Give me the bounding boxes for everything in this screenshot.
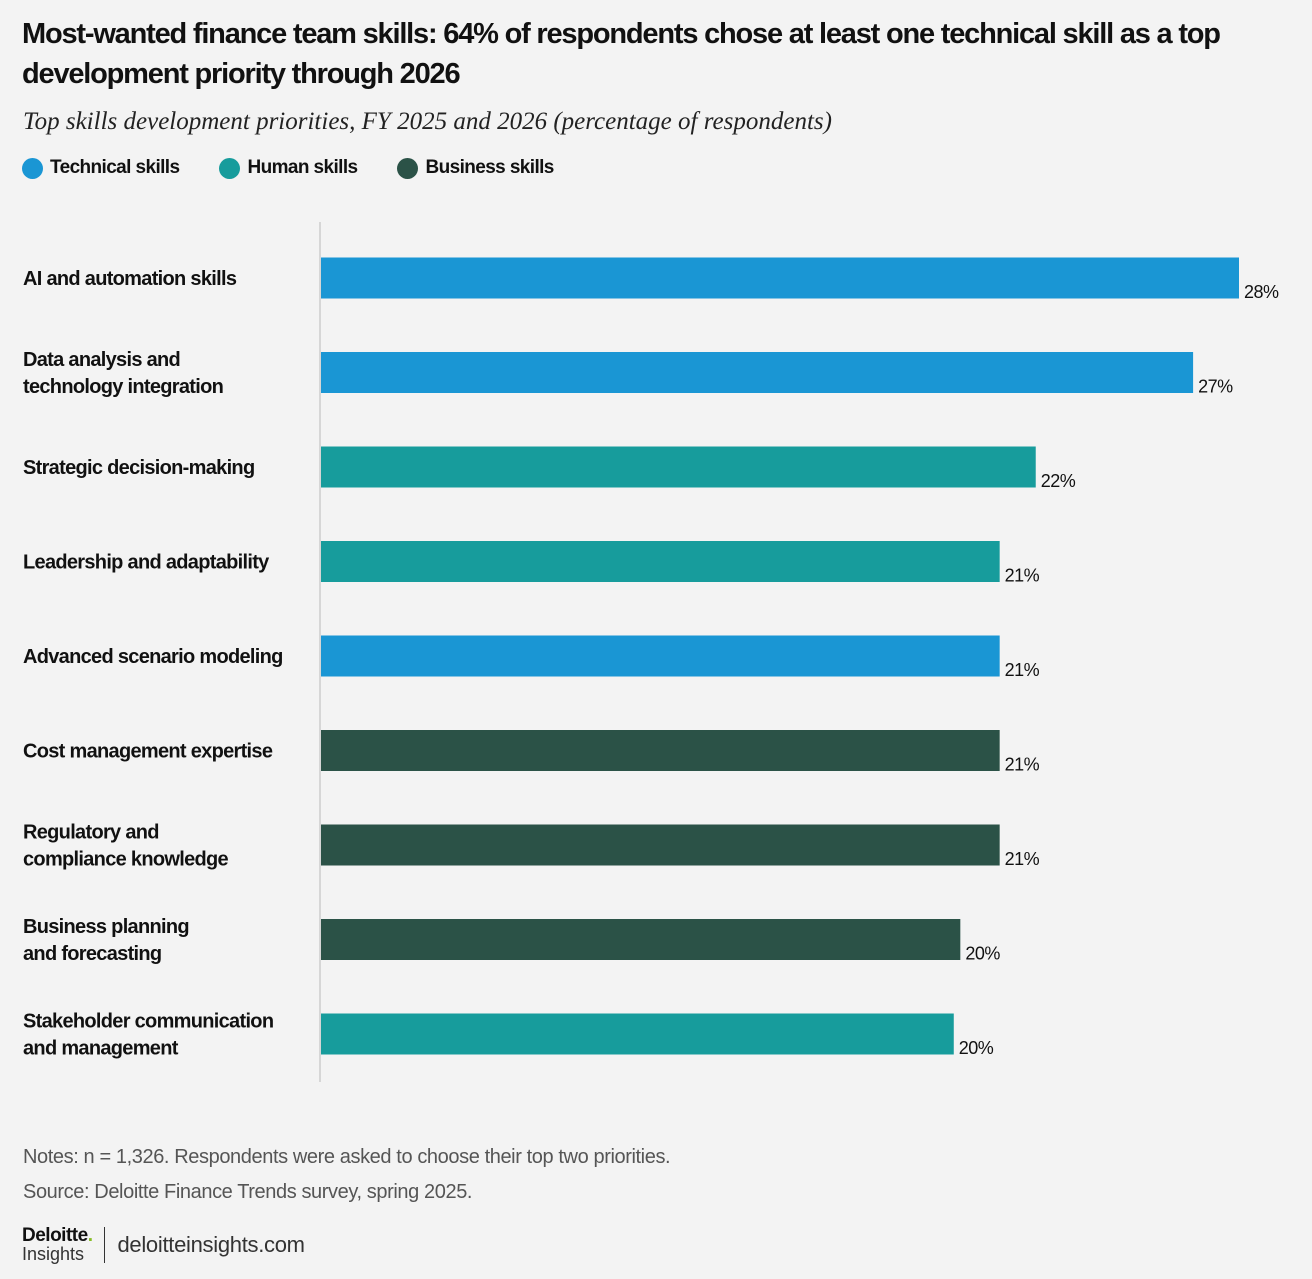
bar: [321, 1013, 954, 1055]
legend-label: Human skills: [247, 157, 358, 178]
category-label-line: Business planning: [23, 916, 189, 938]
category-label: AI and automation skills: [23, 268, 237, 290]
category-label: Advanced scenario modeling: [23, 646, 283, 668]
data-label: 21%: [1005, 660, 1040, 680]
logo-main: Deloitte: [22, 1225, 88, 1246]
legend-item-human: Human skills: [219, 157, 358, 179]
legend-item-business: Business skills: [397, 157, 554, 179]
category-label: Strategic decision-making: [23, 457, 254, 479]
data-label: 27%: [1198, 377, 1233, 397]
chart-subtitle: Top skills development priorities, FY 20…: [23, 108, 832, 135]
category-label-line: Strategic decision-making: [23, 457, 254, 479]
data-label: 21%: [1005, 566, 1040, 586]
category-label-line: compliance knowledge: [23, 849, 229, 871]
source: Source: Deloitte Finance Trends survey, …: [23, 1181, 473, 1203]
data-label: 20%: [959, 1038, 994, 1058]
bar: [321, 446, 1036, 488]
data-label: 20%: [965, 944, 1000, 964]
site-link[interactable]: deloitteinsights.com: [117, 1232, 305, 1257]
bar: [321, 824, 1000, 866]
legend-swatch: [397, 157, 419, 179]
category-label-line: Data analysis and: [23, 349, 180, 371]
category-label-line: Leadership and adaptability: [23, 552, 270, 574]
data-label: 21%: [1005, 755, 1040, 775]
category-label-line: Regulatory and: [23, 822, 159, 844]
legend-swatch: [22, 157, 43, 179]
bar: [321, 541, 1000, 582]
category-label-line: Stakeholder communication: [23, 1011, 273, 1033]
legend-label: Business skills: [425, 157, 554, 178]
notes-block: Notes: n = 1,326. Respondents were asked…: [23, 1140, 671, 1210]
legend-item-technical: Technical skills: [22, 157, 180, 179]
category-label-line: and forecasting: [23, 943, 161, 965]
data-label: 21%: [1005, 849, 1040, 869]
category-label-line: Advanced scenario modeling: [23, 646, 283, 668]
chart-title: Most-wanted finance team skills: 64% of …: [22, 18, 1221, 90]
category-label: Data analysis and technology integration: [23, 349, 223, 398]
category-label-line: AI and automation skills: [23, 268, 237, 290]
category-label: Regulatory and compliance knowledge: [23, 822, 229, 871]
legend-swatch: [219, 157, 241, 179]
bar: [321, 919, 961, 960]
footer: Deloitte. Insights deloitteinsights.com: [22, 1226, 305, 1264]
bar: [321, 635, 1000, 677]
category-label: Business planning and forecasting: [23, 916, 189, 965]
category-label: Leadership and adaptability: [23, 552, 270, 574]
footer-divider: [104, 1227, 106, 1263]
category-label-line: and management: [23, 1038, 179, 1060]
data-label: 22%: [1041, 471, 1076, 491]
category-label-line: Cost management expertise: [23, 741, 273, 763]
bar: [321, 352, 1194, 393]
legend: Technical skills Human skills Business s…: [22, 157, 554, 179]
bar: [321, 257, 1239, 299]
data-label: 28%: [1244, 282, 1279, 302]
deloitte-insights-logo: Deloitte. Insights: [22, 1225, 93, 1264]
logo-sub: Insights: [22, 1244, 85, 1264]
notes: Notes: n = 1,326. Respondents were asked…: [23, 1146, 671, 1168]
category-label: Stakeholder communication and management: [23, 1011, 273, 1060]
category-label-line: technology integration: [23, 376, 223, 398]
category-label: Cost management expertise: [23, 741, 273, 763]
bar: [321, 730, 1000, 771]
legend-label: Technical skills: [50, 157, 180, 178]
logo-dot: .: [87, 1225, 93, 1246]
